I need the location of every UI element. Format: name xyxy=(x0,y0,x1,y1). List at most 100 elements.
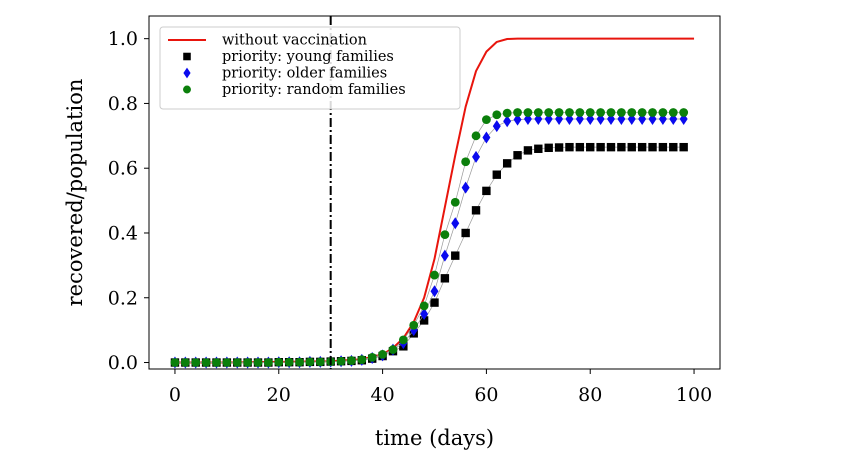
data-point-2-31 xyxy=(492,120,501,133)
data-point-3-9 xyxy=(263,358,273,367)
data-point-3-34 xyxy=(523,108,533,117)
legend-swatch-1 xyxy=(183,52,191,61)
y-tick-label-2: 0.4 xyxy=(108,222,138,244)
data-point-1-42 xyxy=(606,142,616,152)
data-point-3-46 xyxy=(648,108,657,117)
data-point-2-25 xyxy=(430,285,439,298)
data-point-2-27 xyxy=(451,217,460,230)
data-point-3-36 xyxy=(544,108,554,117)
data-point-1-36 xyxy=(544,143,553,153)
data-point-3-13 xyxy=(305,357,315,367)
data-point-3-40 xyxy=(585,108,595,117)
data-point-1-24 xyxy=(419,316,429,325)
data-point-1-29 xyxy=(471,206,481,215)
data-point-3-0 xyxy=(170,358,180,367)
y-tick-label-3: 0.6 xyxy=(108,158,138,180)
data-point-3-16 xyxy=(336,356,346,366)
data-point-1-43 xyxy=(617,142,626,152)
data-point-3-23 xyxy=(409,320,419,330)
data-point-1-47 xyxy=(658,142,668,152)
legend-label-0: without vaccination xyxy=(222,33,367,49)
y-tick-label-1: 0.2 xyxy=(108,287,138,309)
data-point-3-25 xyxy=(430,270,439,280)
data-point-1-46 xyxy=(648,142,657,152)
data-point-1-38 xyxy=(565,142,574,152)
data-point-3-37 xyxy=(554,108,564,117)
data-point-1-44 xyxy=(627,142,636,152)
y-axis-label: recovered/population xyxy=(63,79,87,307)
data-point-1-33 xyxy=(513,151,522,160)
data-point-2-32 xyxy=(503,115,512,128)
data-point-3-6 xyxy=(232,358,242,367)
data-point-1-49 xyxy=(679,142,688,152)
data-point-3-8 xyxy=(253,358,263,367)
data-point-2-29 xyxy=(472,150,481,163)
data-point-3-21 xyxy=(388,345,398,354)
data-point-3-33 xyxy=(513,108,522,117)
data-point-1-30 xyxy=(482,186,491,196)
data-point-3-26 xyxy=(440,230,450,240)
data-point-1-40 xyxy=(586,142,595,152)
data-point-2-26 xyxy=(440,249,449,262)
data-point-3-20 xyxy=(378,350,387,359)
x-tick-label-5: 100 xyxy=(676,384,712,406)
data-point-1-34 xyxy=(523,146,533,155)
plot-frame xyxy=(148,15,721,370)
data-point-3-2 xyxy=(191,358,201,367)
data-point-1-37 xyxy=(554,143,564,152)
data-point-3-43 xyxy=(616,108,626,117)
legend-label-3: priority: random families xyxy=(222,82,406,98)
data-point-1-31 xyxy=(492,170,501,179)
data-point-3-14 xyxy=(315,357,325,367)
data-point-3-7 xyxy=(243,358,253,367)
data-point-1-39 xyxy=(575,142,585,152)
x-tick-label-2: 40 xyxy=(370,384,394,406)
data-point-3-1 xyxy=(180,358,190,367)
data-point-3-31 xyxy=(492,110,502,120)
data-point-3-28 xyxy=(461,157,471,167)
data-point-1-45 xyxy=(637,142,647,152)
data-point-3-18 xyxy=(357,355,367,365)
legend-swatch-2 xyxy=(183,67,191,79)
data-point-3-5 xyxy=(222,358,232,367)
series-guide-1 xyxy=(174,146,684,363)
legend-label-1: priority: young families xyxy=(222,49,394,65)
data-point-3-11 xyxy=(284,357,294,367)
data-point-3-22 xyxy=(398,335,408,345)
series-guide-2 xyxy=(174,118,684,363)
data-point-1-35 xyxy=(534,144,543,153)
data-point-1-28 xyxy=(461,228,470,238)
y-tick-label-0: 0.0 xyxy=(108,352,138,374)
data-point-2-30 xyxy=(482,131,491,144)
legend-box xyxy=(159,26,461,110)
data-point-3-47 xyxy=(658,108,668,117)
axes-layer: 0 20 40 60 80 100 0.0 0.2 0.4 0.6 0.8 1.0 time (days… xyxy=(63,15,721,450)
data-point-3-29 xyxy=(471,131,481,141)
data-point-3-17 xyxy=(347,356,356,365)
data-point-3-30 xyxy=(482,115,491,125)
legend-swatch-3 xyxy=(183,85,191,94)
data-point-3-4 xyxy=(212,358,221,367)
data-point-3-44 xyxy=(627,108,637,117)
data-point-3-45 xyxy=(637,108,647,117)
data-point-3-19 xyxy=(367,352,377,362)
y-tick-label-5: 1.0 xyxy=(108,28,138,50)
data-point-1-27 xyxy=(451,251,460,260)
data-point-3-10 xyxy=(274,357,284,367)
data-point-3-3 xyxy=(201,358,211,367)
data-point-1-48 xyxy=(669,142,678,152)
data-point-1-25 xyxy=(430,298,439,307)
data-point-2-33 xyxy=(513,113,522,126)
legend-label-2: priority: older families xyxy=(222,66,387,82)
data-point-1-26 xyxy=(440,274,450,283)
data-point-2-24 xyxy=(420,307,429,320)
data-point-3-48 xyxy=(668,108,678,117)
x-axis-label: time (days) xyxy=(375,426,494,450)
data-point-3-32 xyxy=(502,108,512,118)
data-point-3-35 xyxy=(533,108,543,117)
x-tick-label-3: 60 xyxy=(474,384,498,406)
data-point-1-41 xyxy=(596,142,605,152)
data-point-3-38 xyxy=(565,108,574,117)
data-point-3-42 xyxy=(606,108,616,117)
